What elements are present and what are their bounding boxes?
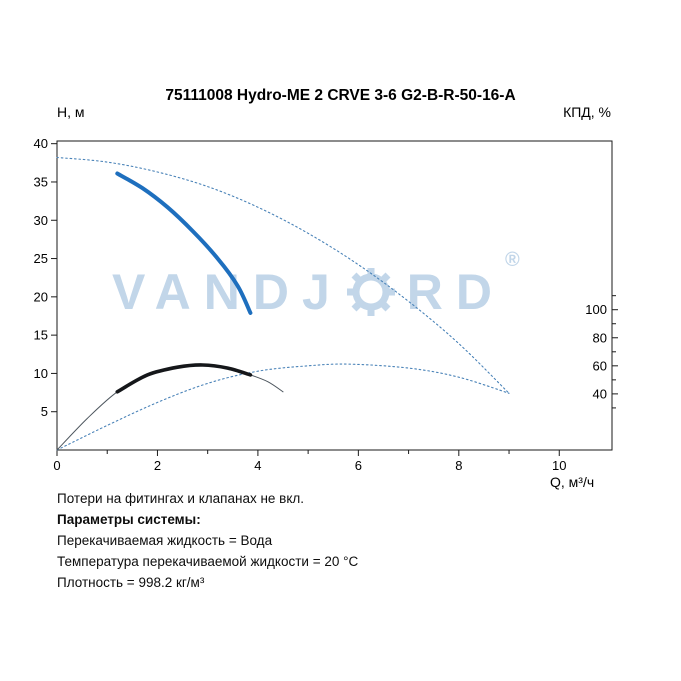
y-right-tick-label: 40 xyxy=(593,386,607,401)
x-tick-label: 10 xyxy=(552,458,566,473)
x-axis-label: Q, м³/ч xyxy=(550,474,595,490)
watermark: VANDJ RD ® xyxy=(112,250,520,320)
y-left-tick-label: 40 xyxy=(34,136,48,151)
y-left-tick-label: 25 xyxy=(34,251,48,266)
system-parameters-block: Потери на фитингах и клапанах не вкл. Па… xyxy=(57,488,358,593)
y-left-tick-label: 10 xyxy=(34,366,48,381)
y-right-tick-label: 60 xyxy=(593,358,607,373)
pump-curve-full xyxy=(56,156,510,394)
pump-curve-duty xyxy=(115,171,253,315)
watermark-text-right: RD xyxy=(406,264,505,320)
pump-performance-chart: 0 2 4 6 8 10 5 10 15 20 25 30 35 40 40 60 80 100 xyxy=(34,136,618,473)
y-right-tick-label: 80 xyxy=(593,330,607,345)
page-title: 75111008 Hydro-ME 2 CRVE 3-6 G2-B-R-50-1… xyxy=(165,87,516,104)
fittings-note: Потери на фитингах и клапанах не вкл. xyxy=(57,491,305,506)
y-left-tick-label: 15 xyxy=(34,328,48,343)
x-tick-label: 0 xyxy=(53,458,60,473)
x-tick-label: 2 xyxy=(154,458,161,473)
left-axis-title: Н, м xyxy=(57,104,85,120)
param-liquid: Перекачиваемая жидкость = Вода xyxy=(57,533,273,548)
plot-frame xyxy=(56,140,613,451)
param-density: Плотность = 998.2 кг/м³ xyxy=(57,575,205,590)
watermark-text-left: VANDJ xyxy=(112,264,343,320)
y-left-tick-label: 5 xyxy=(41,404,48,419)
registered-mark: ® xyxy=(505,249,520,271)
right-axis-title: КПД, % xyxy=(563,104,611,120)
x-tick-label: 6 xyxy=(355,458,362,473)
y-left-tick-label: 35 xyxy=(34,174,48,189)
y-left-tick-label: 20 xyxy=(34,289,48,304)
efficiency-curve-pump xyxy=(56,364,284,451)
efficiency-curve-full xyxy=(56,363,510,451)
efficiency-curve-duty xyxy=(115,363,253,394)
x-tick-label: 8 xyxy=(455,458,462,473)
y-right-tick-label: 100 xyxy=(585,302,607,317)
param-temperature: Температура перекачиваемой жидкости = 20… xyxy=(57,554,359,569)
system-params-heading: Параметры системы: xyxy=(57,512,201,527)
x-tick-label: 4 xyxy=(254,458,261,473)
y-left-tick-label: 30 xyxy=(34,213,48,228)
